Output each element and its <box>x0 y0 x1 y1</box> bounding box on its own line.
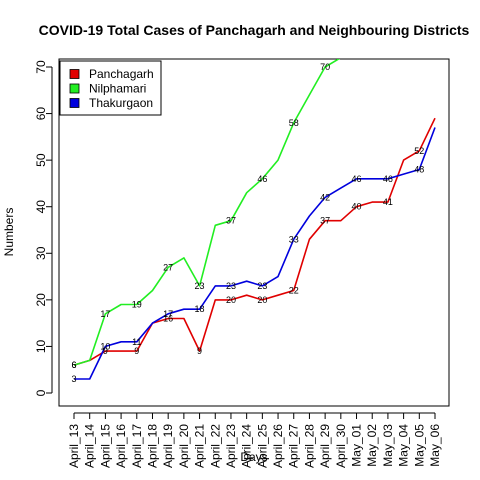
x-tick-label: April_18 <box>145 424 159 468</box>
legend-label-thakurgaon: Thakurgaon <box>89 96 153 110</box>
data-label-nilphamari: 23 <box>195 281 205 291</box>
x-tick-label: May_04 <box>397 424 411 467</box>
y-axis: 0 10 20 30 40 50 60 70 <box>34 60 53 396</box>
legend-label-nilphamari: Nilphamari <box>89 82 146 96</box>
x-tick-label: April_15 <box>98 424 112 468</box>
data-label-panchagarh: 16 <box>163 313 173 323</box>
data-label-thakurgaon: 18 <box>195 304 205 314</box>
x-tick-label: April_16 <box>114 424 128 468</box>
legend-label-panchagarh: Panchagarh <box>89 67 154 81</box>
series-layer <box>73 59 436 380</box>
data-label-nilphamari: 27 <box>163 262 173 272</box>
x-tick-label: April_28 <box>302 424 316 468</box>
x-tick-label: April_22 <box>208 424 222 468</box>
x-tick-label: May_03 <box>381 424 395 467</box>
legend-swatch-nilphamari <box>69 83 80 94</box>
legend-swatch-thakurgaon <box>69 98 80 108</box>
data-label-panchagarh: 52 <box>414 146 424 156</box>
data-label-thakurgaon: 3 <box>71 374 76 384</box>
data-label-panchagarh: 22 <box>289 286 299 296</box>
y-axis-label: Numbers <box>2 208 16 257</box>
data-label-panchagarh: 9 <box>134 346 139 356</box>
data-label-nilphamari: 46 <box>257 174 267 184</box>
series-line-thakurgaon <box>74 127 436 380</box>
x-axis-label: Days <box>240 450 267 464</box>
x-axis: April_13 April_14 April_15 April_16 April_17… <box>67 412 442 468</box>
x-tick-label: April_17 <box>130 424 144 468</box>
legend-swatch-panchagarh <box>69 69 80 79</box>
x-tick-label: April_26 <box>271 424 285 468</box>
data-label-thakurgaon: 10 <box>100 341 110 351</box>
data-label-thakurgaon: 48 <box>414 164 424 174</box>
x-tick-label: May_02 <box>365 424 379 467</box>
data-label-thakurgaon: 42 <box>320 192 330 202</box>
data-label-panchagarh: 37 <box>320 216 330 226</box>
x-tick-label: May_06 <box>428 424 442 467</box>
data-label-nilphamari: 6 <box>71 360 76 370</box>
data-label-panchagarh: 20 <box>257 295 267 305</box>
data-label-nilphamari: 37 <box>226 216 236 226</box>
y-tick-label: 20 <box>34 293 48 307</box>
series-line-nilphamari <box>73 59 341 366</box>
data-label-thakurgaon: 11 <box>132 337 141 347</box>
series-line-panchagarh <box>73 117 436 366</box>
data-label-thakurgaon: 17 <box>163 309 173 319</box>
data-label-panchagarh: 9 <box>197 346 202 356</box>
x-tick-label: April_29 <box>318 424 332 468</box>
data-label-panchagarh: 40 <box>352 202 362 212</box>
plot-frame <box>58 58 450 407</box>
data-label-nilphamari: 58 <box>289 118 299 128</box>
data-label-panchagarh: 20 <box>226 295 236 305</box>
x-tick-label: April_30 <box>334 424 348 468</box>
y-tick-label: 60 <box>34 107 48 121</box>
chart-title: COVID-19 Total Cases of Panchagarh and N… <box>39 22 470 38</box>
data-label-thakurgaon: 46 <box>383 174 393 184</box>
data-label-nilphamari: 19 <box>132 300 142 310</box>
y-tick-label: 50 <box>34 153 48 167</box>
y-tick-label: 0 <box>34 389 48 396</box>
y-tick-label: 30 <box>34 246 48 260</box>
x-tick-label: April_27 <box>287 424 301 468</box>
x-tick-label: May_01 <box>350 424 364 467</box>
data-label-nilphamari: 17 <box>100 309 110 319</box>
x-tick-label: April_23 <box>224 424 238 468</box>
x-tick-label: April_14 <box>83 424 97 468</box>
data-label-panchagarh: 6 <box>71 360 76 370</box>
y-tick-label: 40 <box>34 200 48 214</box>
data-label-thakurgaon: 33 <box>289 234 299 244</box>
x-tick-label: April_24 <box>240 424 254 468</box>
data-label-thakurgaon: 23 <box>257 281 267 291</box>
x-tick-label: April_21 <box>193 424 207 468</box>
x-tick-label: April_13 <box>67 424 81 468</box>
x-tick-label: April_20 <box>177 424 191 468</box>
x-tick-label: May_05 <box>412 424 426 467</box>
y-tick-label: 70 <box>34 60 48 74</box>
x-tick-label: April_19 <box>161 424 175 468</box>
data-label-panchagarh: 41 <box>383 197 393 207</box>
data-label-panchagarh: 9 <box>103 346 108 356</box>
y-tick-label: 10 <box>34 339 48 353</box>
data-label-nilphamari: 70 <box>320 62 330 72</box>
data-label-thakurgaon: 23 <box>226 281 236 291</box>
x-tick-label: April_25 <box>255 424 269 468</box>
data-label-thakurgaon: 46 <box>352 174 362 184</box>
